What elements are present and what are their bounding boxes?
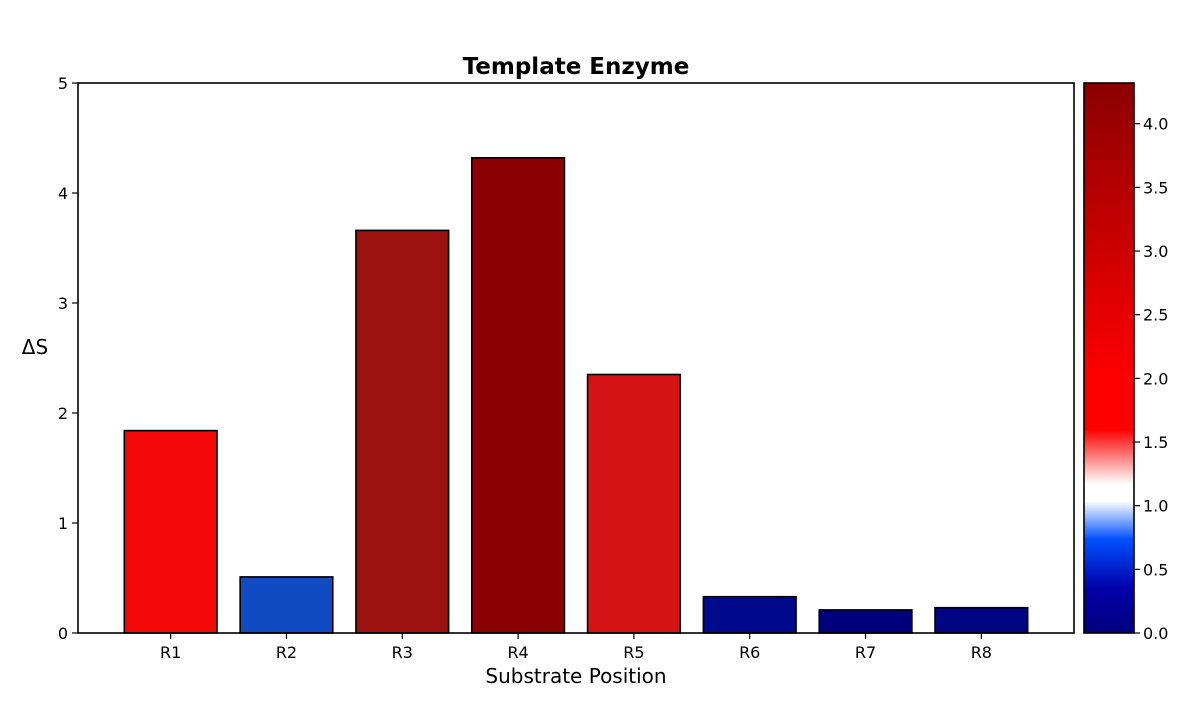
x-tick-label: R7 — [855, 643, 876, 662]
bar-r4 — [470, 157, 566, 634]
y-tick-label: 5 — [58, 74, 68, 93]
y-tick-label: 0 — [58, 624, 68, 643]
colorbar-tick-label: 3.5 — [1143, 178, 1168, 197]
x-tick-label: R8 — [971, 643, 992, 662]
colorbar: 0.0 0.5 1.0 1.5 2.0 2.5 3.0 3.5 4.0 — [1083, 82, 1168, 643]
x-tick-label: R1 — [160, 643, 181, 662]
y-tick-label: 1 — [58, 514, 68, 533]
colorbar-tick-label: 3.0 — [1143, 242, 1168, 261]
x-tick-label: R5 — [623, 643, 644, 662]
bar-r3 — [355, 229, 450, 634]
colorbar-tick-label: 0.0 — [1143, 624, 1168, 643]
bar-r8 — [934, 606, 1029, 634]
y-tick-label: 3 — [58, 294, 68, 313]
x-tick-label: R2 — [276, 643, 297, 662]
colorbar-tick-label: 1.0 — [1143, 497, 1168, 516]
y-axis-label: ΔS — [22, 335, 48, 359]
colorbar-scale — [1083, 82, 1135, 634]
bar-r1 — [123, 429, 218, 634]
bar-r5 — [586, 373, 682, 634]
colorbar-tick-label: 4.0 — [1143, 115, 1168, 134]
colorbar-tick-label: 2.0 — [1143, 369, 1168, 388]
x-axis-label: Substrate Position — [485, 664, 666, 688]
x-tick-label: R6 — [739, 643, 760, 662]
bar-r7 — [818, 609, 913, 634]
axes-layer: R1 R2 R3 R4 R5 R6 R7 R8 0 1 2 3 4 5 — [58, 74, 992, 662]
chart-title: Template Enzyme — [463, 54, 690, 80]
bar-r6 — [702, 595, 797, 634]
colorbar-tick-label: 2.5 — [1143, 306, 1168, 325]
y-tick-label: 2 — [58, 404, 68, 423]
x-tick-label: R3 — [392, 643, 413, 662]
colorbar-tick-label: 0.5 — [1143, 560, 1168, 579]
plot-area-frame — [77, 82, 1075, 634]
y-tick-label: 4 — [58, 184, 68, 203]
x-tick-label: R4 — [507, 643, 528, 662]
colorbar-tick-label: 1.5 — [1143, 433, 1168, 452]
bar-r2 — [239, 576, 334, 634]
bars-layer — [123, 157, 1029, 634]
